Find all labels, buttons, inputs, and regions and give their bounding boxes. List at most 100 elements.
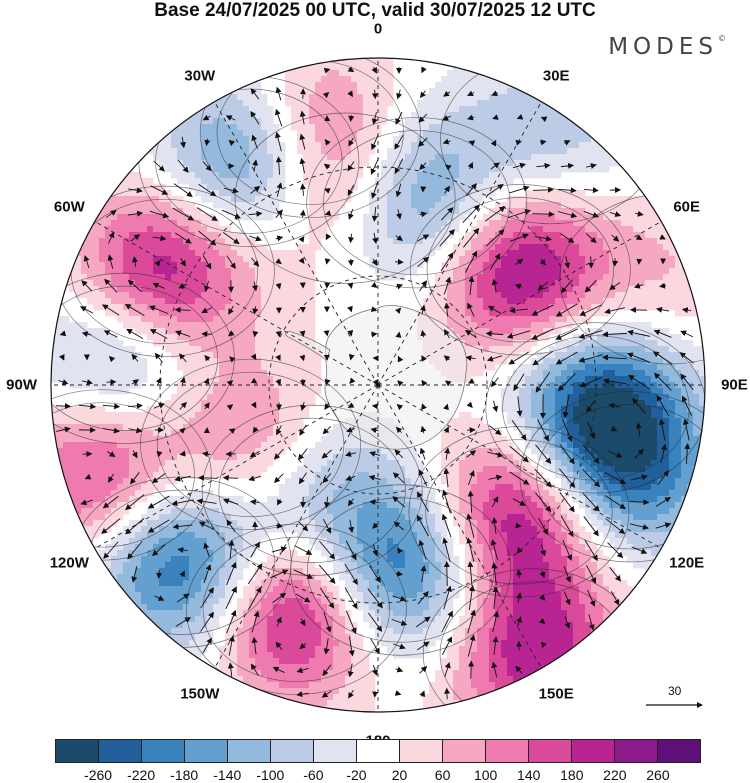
anomaly-cell (525, 370, 532, 377)
anomaly-cell (465, 244, 472, 251)
anomaly-cell (261, 154, 268, 161)
anomaly-cell (189, 370, 196, 377)
anomaly-cell (621, 418, 628, 425)
anomaly-cell (303, 244, 310, 251)
anomaly-cell (381, 208, 388, 215)
anomaly-cell (351, 436, 358, 443)
anomaly-cell (381, 214, 388, 221)
anomaly-cell (549, 160, 556, 167)
anomaly-cell (381, 76, 388, 83)
anomaly-cell (537, 442, 544, 449)
anomaly-cell (357, 160, 364, 167)
anomaly-cell (123, 208, 130, 215)
anomaly-cell (609, 436, 616, 443)
anomaly-cell (165, 256, 172, 263)
anomaly-cell (381, 262, 388, 269)
anomaly-cell (153, 298, 160, 305)
anomaly-cell (153, 184, 160, 191)
anomaly-cell (237, 334, 244, 341)
anomaly-cell (357, 88, 364, 95)
anomaly-cell (213, 202, 220, 209)
anomaly-cell (675, 292, 682, 299)
anomaly-cell (501, 136, 508, 143)
anomaly-cell (267, 148, 274, 155)
anomaly-cell (291, 76, 298, 83)
anomaly-cell (201, 196, 208, 203)
anomaly-cell (351, 142, 358, 149)
anomaly-cell (555, 328, 562, 335)
anomaly-cell (285, 304, 292, 311)
anomaly-cell (429, 130, 436, 137)
anomaly-cell (555, 160, 562, 167)
anomaly-cell (633, 460, 640, 467)
anomaly-cell (645, 250, 652, 257)
anomaly-cell (285, 256, 292, 263)
anomaly-cell (279, 448, 286, 455)
anomaly-cell (261, 172, 268, 179)
anomaly-cell (681, 430, 688, 437)
anomaly-cell (315, 154, 322, 161)
anomaly-cell (261, 412, 268, 419)
anomaly-cell (51, 370, 58, 377)
anomaly-cell (549, 448, 556, 455)
anomaly-cell (303, 292, 310, 299)
anomaly-cell (183, 226, 190, 233)
anomaly-cell (141, 190, 148, 197)
anomaly-cell (465, 286, 472, 293)
anomaly-cell (93, 238, 100, 245)
anomaly-cell (75, 412, 82, 419)
anomaly-cell (165, 328, 172, 335)
anomaly-cell (417, 460, 424, 467)
anomaly-cell (81, 292, 88, 299)
anomaly-cell (585, 226, 592, 233)
anomaly-cell (219, 334, 226, 341)
anomaly-cell (81, 340, 88, 347)
copyright-mark: © (718, 34, 726, 44)
anomaly-cell (489, 112, 496, 119)
anomaly-cell (207, 232, 214, 239)
anomaly-cell (633, 442, 640, 449)
anomaly-cell (123, 388, 130, 395)
anomaly-cell (321, 196, 328, 203)
anomaly-cell (51, 376, 58, 383)
anomaly-cell (477, 268, 484, 275)
anomaly-cell (267, 142, 274, 149)
anomaly-cell (597, 274, 604, 281)
anomaly-cell (183, 256, 190, 263)
anomaly-cell (429, 304, 436, 311)
anomaly-cell (201, 340, 208, 347)
anomaly-cell (111, 346, 118, 353)
anomaly-cell (405, 250, 412, 257)
anomaly-cell (495, 214, 502, 221)
anomaly-cell (309, 70, 316, 77)
anomaly-cell (675, 412, 682, 419)
anomaly-cell (231, 118, 238, 125)
anomaly-cell (255, 292, 262, 299)
anomaly-cell (393, 454, 400, 461)
anomaly-cell (375, 64, 382, 71)
anomaly-cell (525, 244, 532, 251)
anomaly-cell (603, 436, 610, 443)
anomaly-cell (483, 250, 490, 257)
anomaly-cell (345, 94, 352, 101)
anomaly-cell (75, 352, 82, 359)
anomaly-cell (471, 166, 478, 173)
anomaly-cell (207, 256, 214, 263)
anomaly-cell (177, 322, 184, 329)
anomaly-cell (543, 448, 550, 455)
anomaly-cell (489, 322, 496, 329)
anomaly-cell (627, 436, 634, 443)
anomaly-cell (621, 256, 628, 263)
anomaly-cell (135, 280, 142, 287)
anomaly-cell (489, 166, 496, 173)
anomaly-cell (603, 268, 610, 275)
anomaly-cell (531, 298, 538, 305)
anomaly-cell (369, 94, 376, 101)
anomaly-cell (57, 412, 64, 419)
anomaly-cell (519, 394, 526, 401)
anomaly-cell (201, 346, 208, 353)
anomaly-cell (123, 466, 130, 473)
anomaly-cell (555, 376, 562, 383)
anomaly-cell (339, 424, 346, 431)
anomaly-cell (549, 316, 556, 323)
